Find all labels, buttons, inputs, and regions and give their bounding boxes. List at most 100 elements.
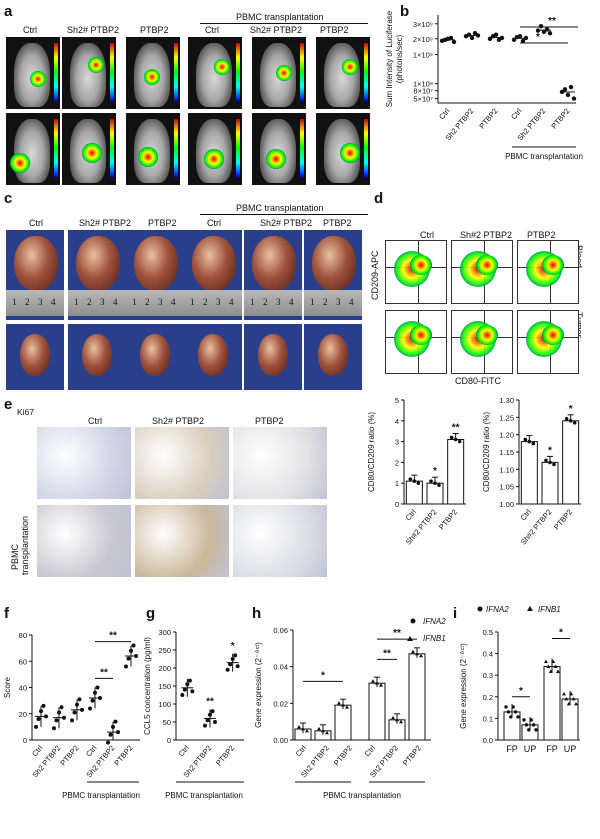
- c-label-pbmc: PBMC transplantation: [236, 203, 324, 213]
- data-point: [565, 92, 571, 98]
- y-tick-label: 1.10: [499, 465, 514, 474]
- luciferase-signal: [82, 143, 102, 163]
- y-tick-label: 0.1: [483, 714, 493, 723]
- bar: [562, 420, 580, 505]
- luciferase-signal: [266, 149, 286, 169]
- y-tick-label: 5: [395, 396, 399, 405]
- cell-density-peak: [476, 325, 498, 345]
- y-tick-label: 5×10⁷: [413, 95, 433, 104]
- data-point: [228, 662, 233, 667]
- data-point: [213, 720, 217, 724]
- x-tick-label: Ctrl: [30, 743, 45, 758]
- sig-mark: *: [536, 32, 540, 43]
- c-label-ctrl: Ctrl: [29, 218, 43, 228]
- color-scale-bar: [300, 43, 304, 101]
- x-tick-label: PTBP2: [477, 107, 499, 131]
- data-point: [433, 481, 437, 485]
- excised-liver-tumor: [312, 236, 356, 291]
- x-tick-label: Ctrl: [176, 743, 191, 758]
- e-label-sh2: Sh2# PTBP2: [152, 416, 205, 426]
- tumor-closeup: [318, 334, 348, 376]
- y-tick-label: 60: [19, 657, 27, 666]
- y-tick-label: 0.02: [273, 699, 288, 708]
- data-point: [190, 689, 195, 694]
- ruler-tick-label: 2: [263, 297, 268, 307]
- data-point: [90, 698, 95, 703]
- y-tick-label: 2: [395, 458, 399, 467]
- a-label-sh2: Sh2# PTBP2: [67, 25, 120, 35]
- panel-label-a: a: [4, 3, 13, 20]
- data-point: [568, 419, 573, 423]
- y-tick-label: 1.25: [499, 413, 514, 422]
- data-point: [569, 691, 574, 696]
- tumor-closeup: [20, 334, 50, 376]
- x-tick-label: PTBP2: [112, 744, 134, 768]
- data-point: [341, 703, 345, 707]
- c-label-ptbp2-2: PTBP2: [323, 218, 352, 228]
- y-tick-label: 8×10⁷: [413, 87, 433, 96]
- panel-label-c: c: [4, 190, 13, 207]
- a-label-ptbp2-2: PTBP2: [320, 25, 349, 35]
- color-scale-bar: [110, 119, 114, 177]
- excised-liver-tumor: [252, 236, 296, 291]
- data-point: [106, 740, 110, 745]
- d-label-sh2: Sh#2 PTBP2: [460, 230, 513, 240]
- legend-marker-triangle: [527, 606, 533, 611]
- data-point: [131, 643, 136, 648]
- chart-g: 0 50 100 150 200 250 300 CCL5 concentration (pg…: [143, 628, 244, 800]
- data-point: [457, 439, 462, 444]
- ruler: [244, 290, 302, 316]
- data-point: [449, 435, 454, 440]
- data-point: [36, 717, 41, 721]
- ruler-tick-label: 2: [25, 297, 30, 307]
- data-point: [544, 659, 548, 663]
- y-tick-label: 1.00: [499, 500, 514, 509]
- data-point: [448, 35, 454, 41]
- luciferase-signal: [340, 143, 360, 163]
- flow-plot: [385, 310, 447, 374]
- bar: [368, 682, 386, 741]
- data-point: [379, 683, 383, 687]
- panel-label-i: i: [453, 605, 458, 622]
- data-point: [210, 709, 215, 714]
- a-label-pbmc: PBMC transplantation: [236, 12, 324, 22]
- y-tick-label: 4: [395, 417, 399, 426]
- bar: [543, 666, 561, 741]
- a-label-ptbp2: PTBP2: [140, 25, 169, 35]
- a-pbmc-line: [200, 23, 368, 24]
- ruler-tick-label: 1: [12, 297, 17, 307]
- data-point: [524, 723, 529, 727]
- color-scale-bar: [236, 119, 240, 177]
- sig-mark: **: [109, 631, 117, 642]
- e-label-ptbp2: PTBP2: [255, 416, 284, 426]
- y-tick-label: 3×10⁹: [413, 20, 433, 29]
- ruler-tick-label: 4: [289, 297, 294, 307]
- data-point: [297, 725, 301, 729]
- y-axis-label-unit: (photons/sec): [395, 34, 404, 83]
- bar: [520, 441, 538, 505]
- data-point: [556, 669, 560, 673]
- sig-mark: *: [433, 466, 437, 477]
- ruler-tick-label: 4: [171, 297, 176, 307]
- legend-marker-circle: [410, 618, 416, 624]
- ruler-tick-label: 3: [158, 297, 163, 307]
- data-point: [225, 667, 230, 672]
- color-scale-bar: [54, 119, 58, 177]
- data-point: [41, 703, 46, 708]
- y-tick-label: 1×10⁹: [413, 51, 433, 60]
- legend-label: IFNB1: [423, 634, 446, 643]
- y-tick-label: 250: [158, 646, 171, 655]
- ruler-tick-label: 1: [132, 297, 137, 307]
- ruler-tick-label: 3: [276, 297, 281, 307]
- y-tick-label: 1.30: [499, 396, 514, 405]
- cell-density-peak: [410, 255, 432, 275]
- sig-mark: **: [383, 648, 391, 659]
- sig-mark: *: [519, 686, 523, 697]
- y-tick-label: 0: [23, 736, 27, 745]
- luciferase-signal: [144, 69, 160, 85]
- flow-plot: [385, 240, 447, 304]
- luciferase-signal: [204, 149, 224, 169]
- ruler-tick-label: 3: [216, 297, 221, 307]
- luciferase-signal: [342, 59, 358, 75]
